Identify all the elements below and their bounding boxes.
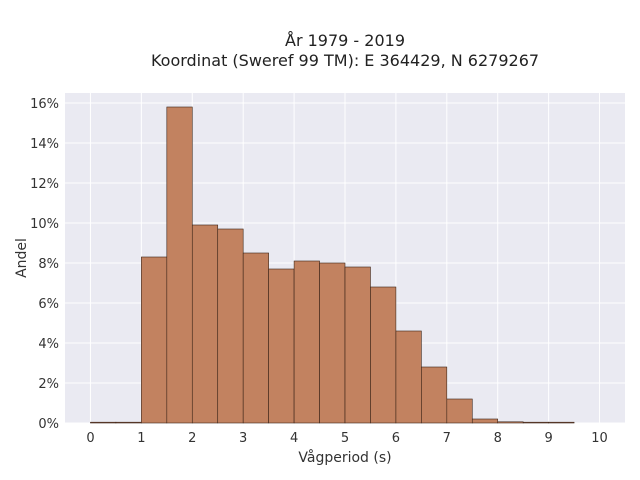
x-tick-label: 2 bbox=[188, 431, 196, 446]
x-tick-label: 4 bbox=[290, 431, 298, 446]
x-axis-ticks: 0 1 2 3 4 5 6 7 8 9 10 bbox=[86, 431, 608, 446]
x-axis-label: Vågperiod (s) bbox=[298, 449, 391, 466]
histogram-bar bbox=[268, 268, 295, 424]
y-tick-label: 0% bbox=[38, 417, 59, 432]
histogram-bar bbox=[166, 106, 193, 424]
histogram-bar bbox=[446, 398, 473, 424]
y-tick-label: 4% bbox=[38, 337, 59, 352]
histogram-bar bbox=[217, 228, 244, 424]
histogram-bar bbox=[548, 421, 575, 424]
x-tick-label: 0 bbox=[86, 431, 94, 446]
histogram-bar bbox=[319, 262, 346, 424]
histogram-bar bbox=[497, 421, 524, 424]
x-tick-label: 6 bbox=[392, 431, 400, 446]
x-tick-label: 9 bbox=[544, 431, 552, 446]
y-tick-label: 8% bbox=[38, 257, 59, 272]
histogram-bar bbox=[242, 252, 269, 424]
histogram-bar bbox=[522, 421, 549, 424]
y-axis-label: Andel bbox=[14, 238, 30, 278]
histogram-bar bbox=[293, 260, 320, 424]
x-tick-label: 1 bbox=[137, 431, 145, 446]
chart-subtitle: Koordinat (Sweref 99 TM): E 364429, N 62… bbox=[151, 51, 539, 70]
histogram-bar bbox=[370, 286, 397, 424]
chart-title: År 1979 - 2019 bbox=[285, 31, 405, 50]
y-tick-label: 6% bbox=[38, 297, 59, 312]
y-tick-label: 12% bbox=[30, 177, 59, 192]
x-tick-label: 10 bbox=[591, 431, 608, 446]
histogram-bar bbox=[141, 256, 168, 424]
histogram-bars bbox=[90, 106, 575, 424]
y-tick-label: 2% bbox=[38, 377, 59, 392]
histogram-bar bbox=[115, 421, 142, 424]
x-tick-label: 5 bbox=[341, 431, 349, 446]
x-tick-label: 3 bbox=[239, 431, 247, 446]
y-tick-label: 16% bbox=[30, 97, 59, 112]
y-tick-label: 14% bbox=[30, 137, 59, 152]
y-axis-ticks: 0% 2% 4% 6% 8% 10% 12% 14% 16% bbox=[30, 97, 59, 432]
x-tick-label: 8 bbox=[494, 431, 502, 446]
histogram-bar bbox=[395, 330, 422, 424]
histogram-bar bbox=[344, 266, 371, 424]
histogram-bar bbox=[90, 421, 117, 424]
x-tick-label: 7 bbox=[443, 431, 451, 446]
y-tick-label: 10% bbox=[30, 217, 59, 232]
histogram-bar bbox=[191, 224, 219, 424]
histogram-bar bbox=[471, 418, 499, 424]
histogram-bar bbox=[421, 366, 448, 424]
